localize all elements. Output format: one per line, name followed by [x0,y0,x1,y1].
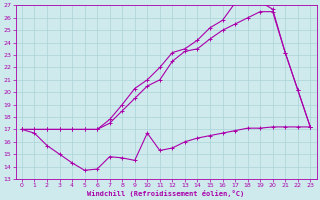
X-axis label: Windchill (Refroidissement éolien,°C): Windchill (Refroidissement éolien,°C) [87,190,245,197]
